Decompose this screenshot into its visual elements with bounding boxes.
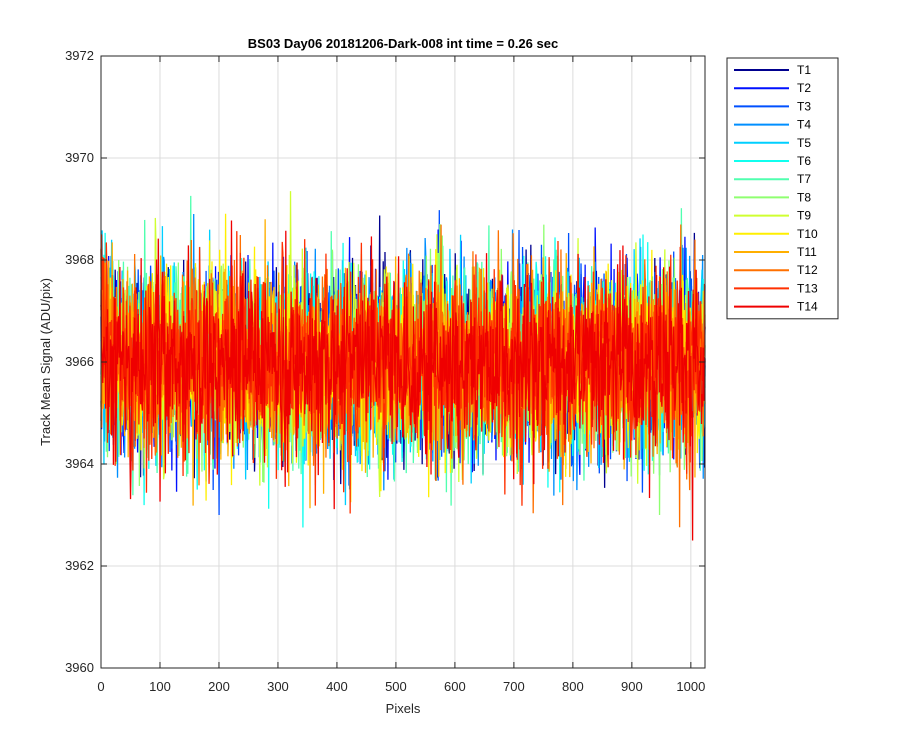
y-tick-label: 3970 (65, 150, 94, 165)
legend-item-t4[interactable]: T4 (734, 118, 811, 132)
legend-label: T12 (797, 263, 818, 277)
legend-label: T9 (797, 209, 811, 223)
legend-label: T10 (797, 227, 818, 241)
x-axis-label: Pixels (386, 701, 421, 716)
legend-label: T8 (797, 190, 811, 204)
legend-box (726, 57, 839, 320)
legend-label: T2 (797, 81, 811, 95)
x-tick-label: 800 (562, 679, 584, 694)
x-tick-label: 300 (267, 679, 289, 694)
legend-item-t12[interactable]: T12 (734, 263, 818, 277)
x-tick-label: 500 (385, 679, 407, 694)
legend[interactable]: T1 T2 T3 T4 T5 T6 T7 T8 T9 T10 T11 T12 T13 T14 (726, 57, 839, 320)
series-line-t13 (100, 231, 706, 514)
x-tick-label: 900 (621, 679, 643, 694)
legend-item-t7[interactable]: T7 (734, 172, 811, 186)
legend-label: T5 (797, 136, 811, 150)
y-tick-label: 3964 (65, 456, 94, 471)
legend-item-t1[interactable]: T1 (734, 63, 811, 77)
ticks: 0 100 200 300 400 500 600 700 800 900 1000 3960 3962… (65, 48, 705, 694)
legend-label: T6 (797, 154, 811, 168)
y-tick-label: 3966 (65, 354, 94, 369)
x-tick-label: 0 (97, 679, 104, 694)
x-tick-label: 1000 (676, 679, 705, 694)
legend-label: T3 (797, 99, 811, 113)
legend-item-t3[interactable]: T3 (734, 99, 811, 113)
series-layer (100, 191, 706, 541)
x-tick-label: 700 (503, 679, 525, 694)
x-tick-label: 200 (208, 679, 230, 694)
y-tick-label: 3968 (65, 252, 94, 267)
legend-item-t5[interactable]: T5 (734, 136, 811, 150)
legend-item-t9[interactable]: T9 (734, 209, 811, 223)
legend-label: T13 (797, 281, 818, 295)
legend-label: T11 (797, 245, 817, 259)
legend-label: T7 (797, 172, 811, 186)
legend-item-t11[interactable]: T11 (734, 245, 817, 259)
legend-label: T1 (797, 63, 811, 77)
x-tick-label: 100 (149, 679, 171, 694)
legend-item-t6[interactable]: T6 (734, 154, 811, 168)
y-tick-label: 3960 (65, 660, 94, 675)
y-axis-label: Track Mean Signal (ADU/pix) (38, 278, 53, 446)
legend-item-t14[interactable]: T14 (734, 300, 818, 314)
legend-item-t2[interactable]: T2 (734, 81, 811, 95)
x-tick-label: 400 (326, 679, 348, 694)
legend-label: T14 (797, 300, 818, 314)
x-tick-label: 600 (444, 679, 466, 694)
y-tick-label: 3962 (65, 558, 94, 573)
y-tick-label: 3972 (65, 48, 94, 63)
legend-label: T4 (797, 118, 811, 132)
plot-area: 0 100 200 300 400 500 600 700 800 900 1000 3960 3962… (65, 48, 706, 694)
legend-item-t13[interactable]: T13 (734, 281, 818, 295)
legend-item-t10[interactable]: T10 (734, 227, 818, 241)
legend-item-t8[interactable]: T8 (734, 190, 811, 204)
series-line-t14 (100, 220, 706, 541)
chart-title: BS03 Day06 20181206-Dark-008 int time = … (248, 36, 558, 51)
